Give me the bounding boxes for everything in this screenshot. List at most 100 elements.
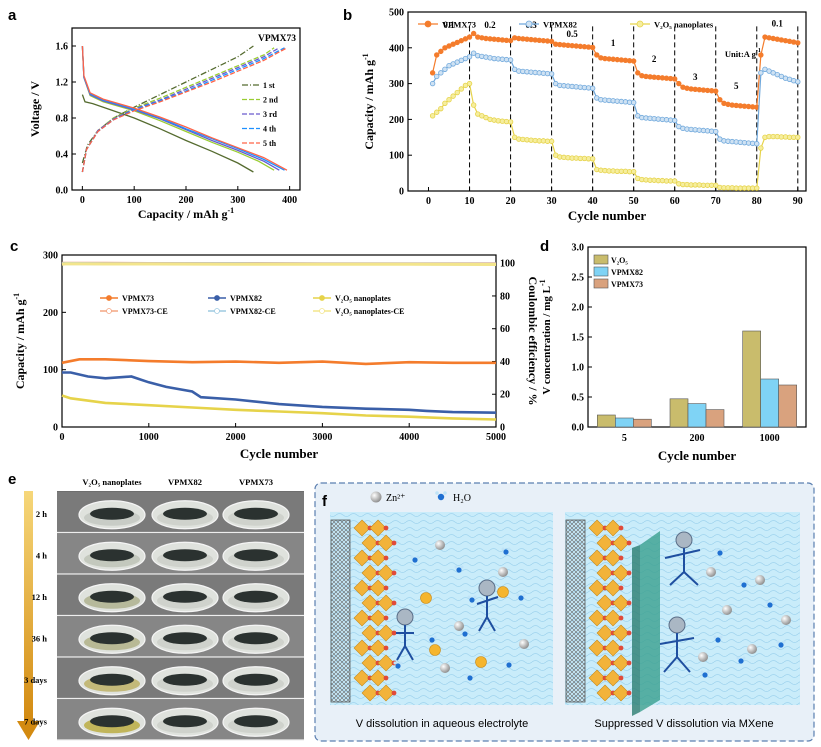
electrode-disc	[90, 507, 134, 520]
series-line	[61, 394, 497, 421]
vo-octahedron	[361, 564, 379, 582]
legend-marker	[106, 295, 112, 301]
zn-ion	[722, 605, 732, 615]
data-point	[442, 66, 448, 72]
legend-marker	[319, 295, 325, 301]
electrode-disc	[234, 632, 278, 645]
vo-octahedron	[377, 534, 395, 552]
zn-ion	[454, 621, 464, 631]
legend-label: VPMX73-CE	[122, 307, 168, 316]
water-h	[742, 656, 746, 660]
water-molecule	[702, 672, 708, 678]
vo-octahedron	[588, 669, 606, 687]
column-header-vpmx73: VPMX73	[239, 477, 273, 487]
vo-octahedron	[596, 654, 614, 672]
data-point	[676, 80, 682, 87]
y-tick-label: 500	[389, 8, 404, 19]
oxygen-atom	[626, 660, 632, 666]
oxygen-atom	[383, 615, 389, 621]
vo-octahedron	[588, 549, 606, 567]
x-tick-label: 50	[629, 196, 639, 207]
data-point	[442, 100, 448, 106]
right-ions	[698, 548, 791, 678]
vo-octahedron	[377, 624, 395, 642]
y2-tick-label: 100	[500, 259, 515, 270]
legend-label: V₂O₅ nanoplates	[335, 294, 391, 303]
left-ions	[393, 540, 529, 681]
vo-octahedron	[369, 579, 387, 597]
y-tick-label: 0.8	[56, 114, 69, 125]
water-h	[399, 661, 403, 665]
water-h	[736, 656, 740, 660]
water-molecule	[738, 658, 744, 664]
zn-ion	[519, 639, 529, 649]
data-point	[548, 38, 555, 45]
vo-octahedron	[612, 594, 630, 612]
legend-label: VPMX73	[611, 280, 643, 289]
water-h	[516, 593, 520, 597]
x-tick-label: 200	[690, 433, 705, 444]
left-caption: V dissolution in aqueous electrolyte	[356, 718, 528, 730]
y2-tick-label: 60	[500, 324, 510, 335]
x-tick-label: 40	[588, 196, 598, 207]
mxene-barrier	[632, 531, 660, 716]
legend-marker	[106, 308, 112, 314]
vo-octahedron	[596, 534, 614, 552]
data-point	[507, 57, 514, 63]
water-h	[467, 595, 471, 599]
electrode-disc	[90, 673, 134, 686]
water-h	[460, 565, 464, 569]
rate-label: 5	[734, 81, 739, 91]
x-tick-label: 100	[127, 195, 142, 206]
water-h	[765, 600, 769, 604]
y-tick-label: 2.0	[572, 303, 585, 314]
data-point	[507, 37, 514, 44]
water-molecule	[503, 549, 509, 555]
water-h	[393, 661, 397, 665]
electrode-disc	[234, 590, 278, 603]
data-point	[470, 50, 477, 56]
data-point	[713, 182, 719, 188]
oxygen-atom	[383, 525, 389, 531]
data-point	[630, 168, 637, 175]
y-tick-label: 200	[43, 308, 58, 319]
right-vanadium-oxide-layer	[588, 519, 632, 702]
water-h	[410, 555, 414, 559]
data-point	[429, 70, 436, 76]
vo-octahedron	[596, 624, 614, 642]
legend-swatch	[593, 254, 609, 265]
data-point	[438, 48, 444, 55]
x-tick-label: 90	[793, 196, 803, 207]
data-point	[454, 89, 460, 96]
rate-label: 3	[693, 72, 698, 82]
data-point	[470, 102, 477, 108]
zn-ion	[698, 652, 708, 662]
water-molecule	[717, 550, 723, 556]
oxygen-atom	[383, 585, 389, 591]
cycling-stability-chart: 0 1000 2000 3000 4000 50000100200300020406080…	[12, 251, 540, 462]
y2-tick-label: 0	[500, 423, 505, 434]
plot-frame	[407, 11, 807, 192]
vo-octahedron	[604, 549, 622, 567]
vo-octahedron	[588, 519, 606, 537]
row-time-label: 36 h	[32, 633, 48, 643]
x-tick-label: 1000	[139, 432, 159, 443]
water-h	[473, 595, 477, 599]
legend-marker	[636, 20, 644, 28]
bar	[669, 398, 689, 428]
electrode-disc	[234, 715, 278, 728]
vo-octahedron	[353, 549, 371, 567]
data-point	[672, 117, 678, 124]
legend-label: VPMX82	[611, 268, 643, 277]
oxygen-atom	[618, 615, 624, 621]
rate-label: 2	[652, 54, 657, 64]
panel-label-c: c	[10, 238, 18, 255]
data-point	[795, 40, 801, 46]
vo-octahedron	[361, 684, 379, 702]
data-point	[438, 70, 444, 76]
charge-curve	[81, 45, 254, 164]
water-h	[719, 635, 723, 639]
plot-frame	[61, 254, 497, 428]
legend-label: V₂O₅ nanoplates-CE	[335, 307, 404, 316]
x-tick-label: 5	[622, 433, 627, 444]
